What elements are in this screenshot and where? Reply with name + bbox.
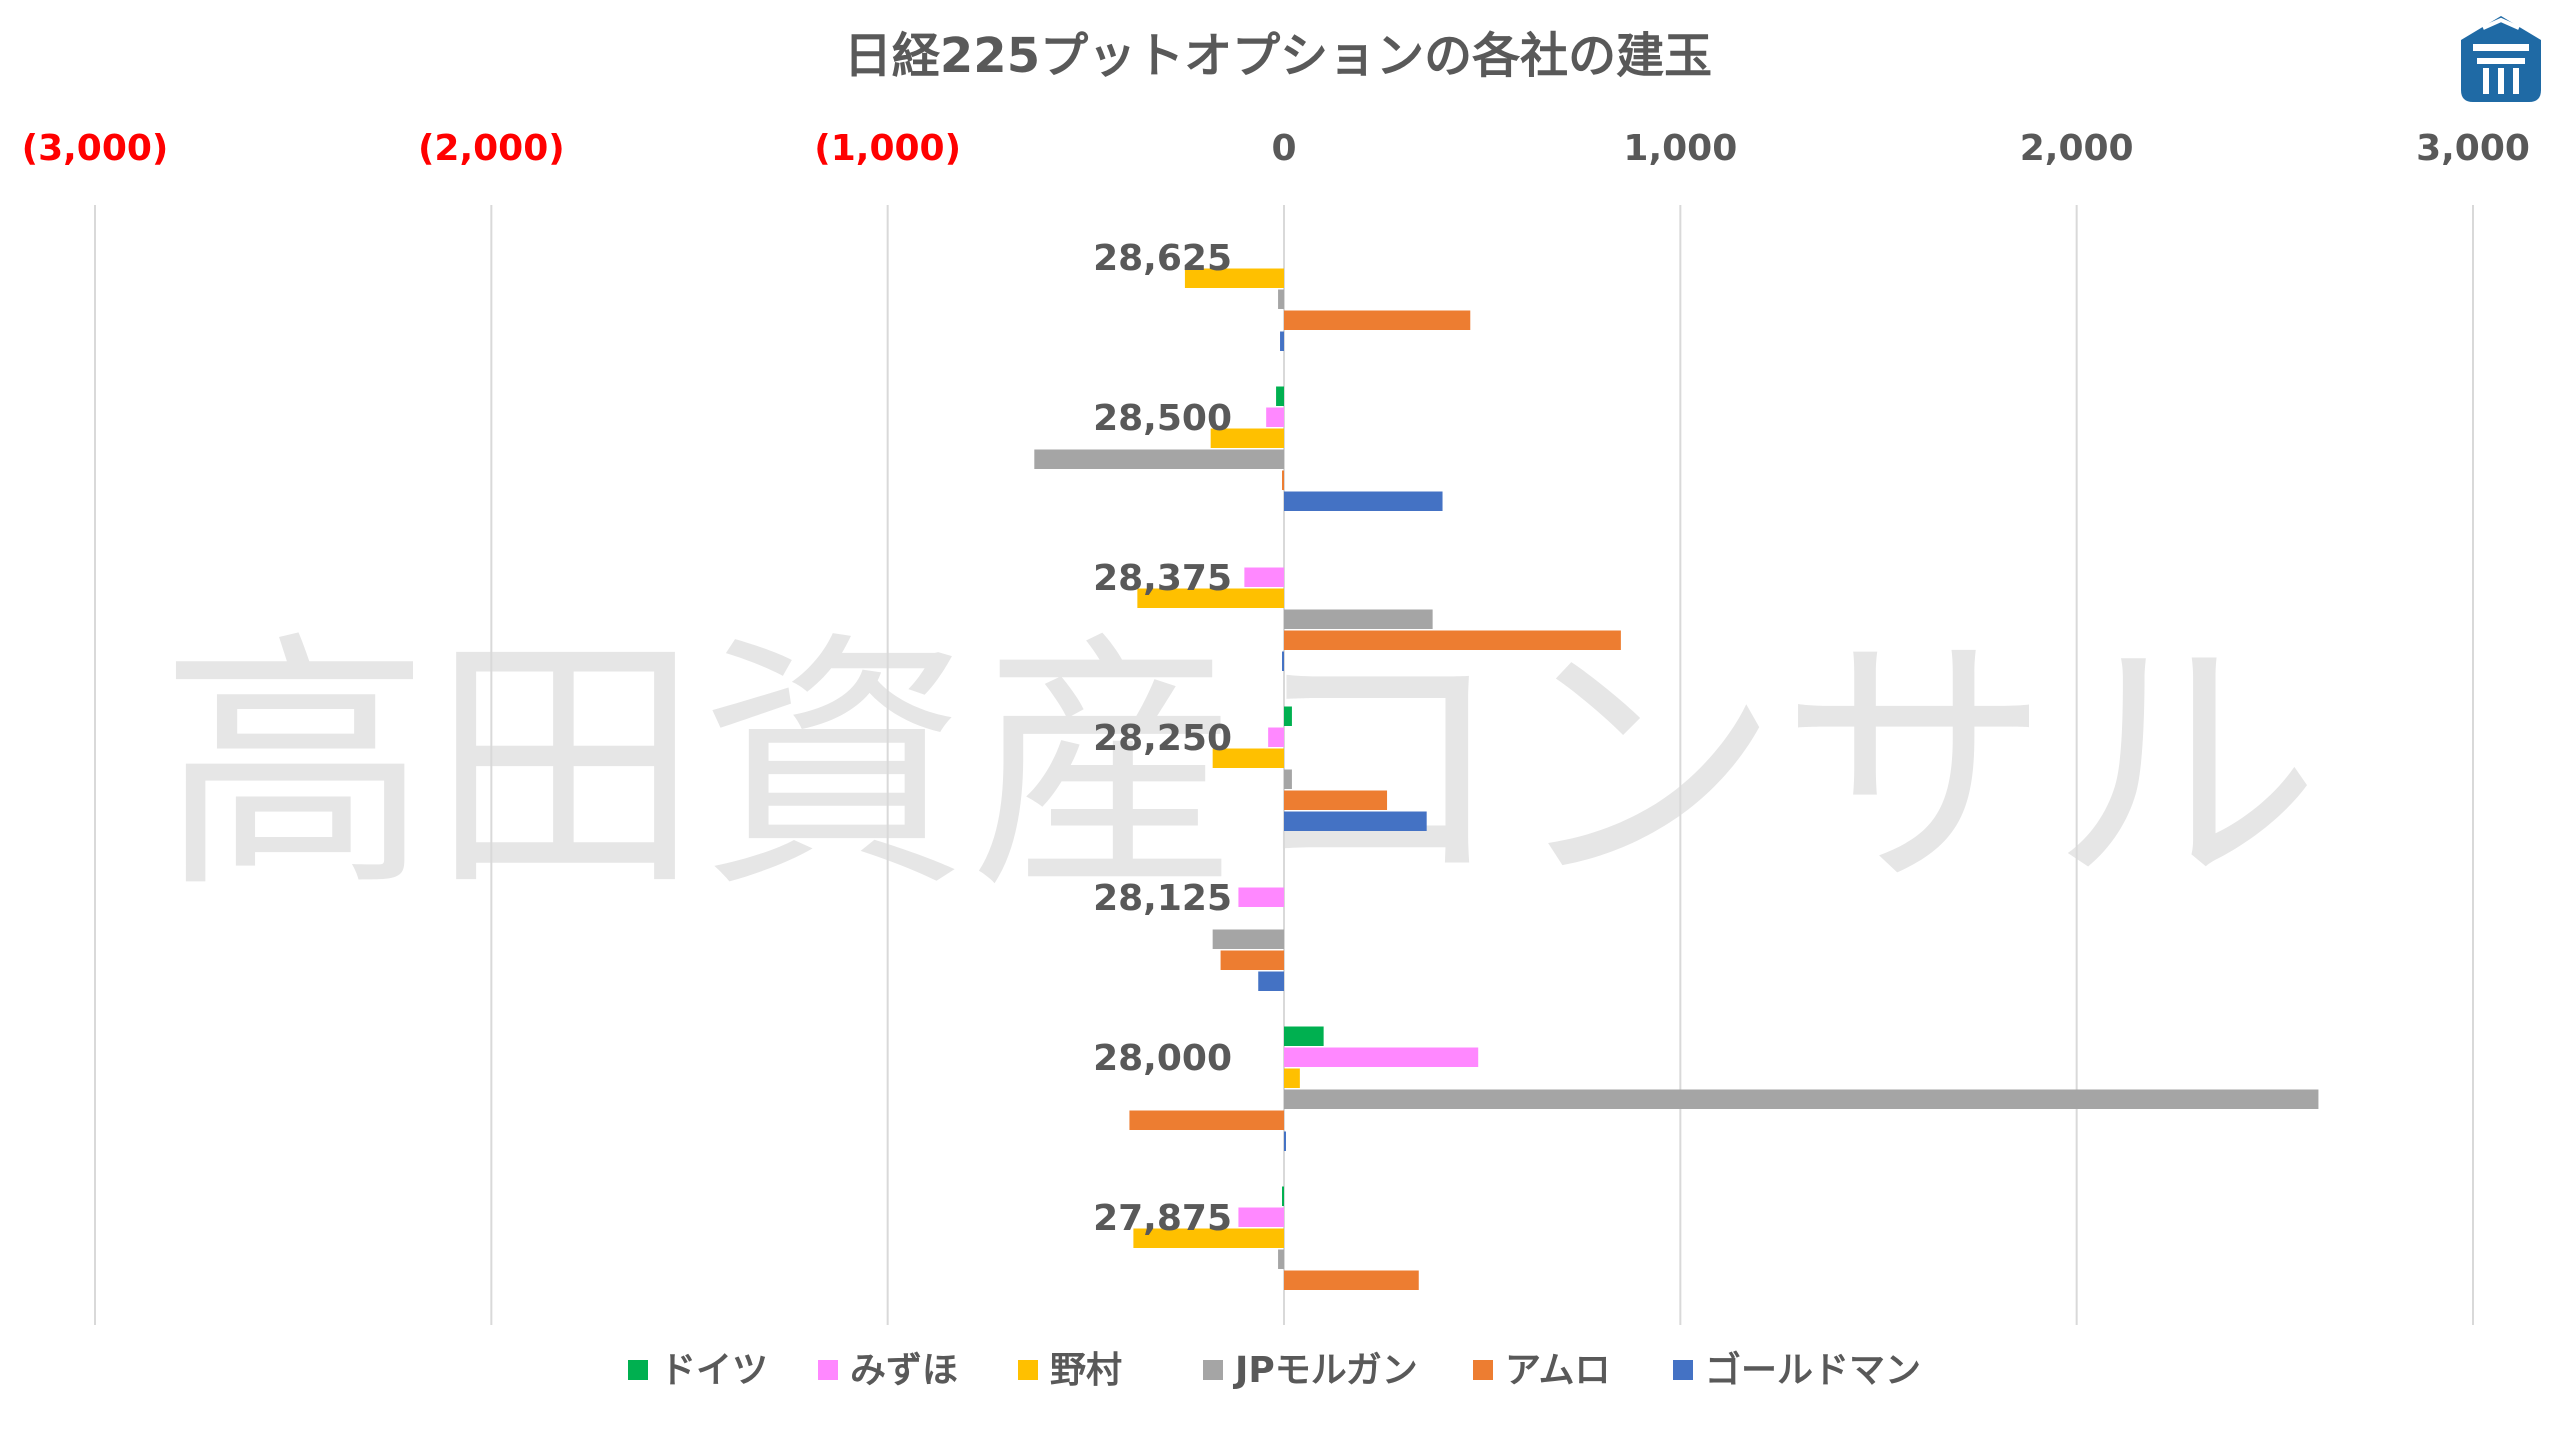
bar <box>1284 706 1292 726</box>
logo-icon <box>2461 16 2541 102</box>
bar <box>1284 1068 1300 1088</box>
bar <box>1212 929 1284 949</box>
legend-label: みずほ <box>850 1350 958 1391</box>
bar <box>1284 790 1388 810</box>
bar <box>1210 428 1284 448</box>
bar <box>1278 289 1284 309</box>
bar <box>1284 609 1433 629</box>
chart-title: 日経225プットオプションの各社の建玉 <box>844 28 1712 84</box>
bar <box>1268 727 1284 747</box>
bar <box>1133 1228 1284 1248</box>
bar <box>1212 748 1284 768</box>
legend-label: ドイツ <box>660 1350 768 1391</box>
bar <box>1284 811 1427 831</box>
bar <box>1284 1089 2319 1109</box>
bar <box>1282 470 1284 490</box>
bar <box>1238 1207 1284 1227</box>
bar <box>1184 268 1284 288</box>
category-label: 28,500 <box>1093 398 1232 439</box>
bar <box>1276 386 1284 406</box>
bar <box>1284 1270 1419 1290</box>
bar <box>1284 310 1471 330</box>
bars <box>1034 268 2319 1290</box>
x-tick-label: 0 <box>1271 128 1296 169</box>
legend-label: ゴールドマン <box>1705 1349 1921 1391</box>
legend-swatch <box>628 1360 648 1380</box>
bar <box>1284 1026 1324 1046</box>
x-tick-label: 1,000 <box>1623 128 1737 169</box>
bar <box>1282 651 1284 671</box>
bar <box>1284 630 1621 650</box>
x-axis-ticks: (3,000) (2,000) (1,000) 0 1,000 2,000 3,000 <box>22 128 2530 169</box>
x-tick-label: (2,000) <box>418 128 565 169</box>
x-tick-label: (3,000) <box>22 128 169 169</box>
category-label: 28,625 <box>1093 238 1232 279</box>
bar <box>1284 1131 1286 1151</box>
category-label: 28,375 <box>1093 558 1232 599</box>
category-label: 27,875 <box>1093 1198 1232 1239</box>
bar <box>1137 588 1284 608</box>
legend-label: 野村 <box>1050 1350 1122 1391</box>
x-tick-label: 2,000 <box>2020 128 2134 169</box>
category-label: 28,125 <box>1093 878 1232 919</box>
legend-swatch <box>1018 1360 1038 1380</box>
bar <box>1278 1249 1284 1269</box>
bar <box>1284 491 1443 511</box>
bar <box>1258 971 1284 991</box>
legend-swatch <box>818 1360 838 1380</box>
legend-swatch <box>1473 1360 1493 1380</box>
bar <box>1238 887 1284 907</box>
bar <box>1034 449 1284 469</box>
legend-label: JPモルガン <box>1232 1350 1418 1391</box>
bar <box>1266 407 1284 427</box>
legend-swatch <box>1203 1360 1223 1380</box>
category-label: 28,000 <box>1093 1038 1232 1079</box>
bar <box>1284 1047 1479 1067</box>
bar <box>1284 769 1292 789</box>
bar <box>1244 567 1284 587</box>
legend-label: アムロ <box>1505 1350 1610 1391</box>
y-axis-labels: 28,625 28,500 28,375 28,250 28,125 28,000 27,8… <box>1093 238 1232 1239</box>
bar <box>1282 1186 1284 1206</box>
bar <box>1280 331 1284 351</box>
legend: ドイツ みずほ 野村 JPモルガン アムロ ゴールドマン <box>628 1349 1921 1391</box>
x-tick-label: 3,000 <box>2416 128 2530 169</box>
legend-swatch <box>1673 1360 1693 1380</box>
category-label: 28,250 <box>1093 718 1232 759</box>
bar <box>1129 1110 1284 1130</box>
x-tick-label: (1,000) <box>814 128 961 169</box>
bar <box>1220 950 1284 970</box>
